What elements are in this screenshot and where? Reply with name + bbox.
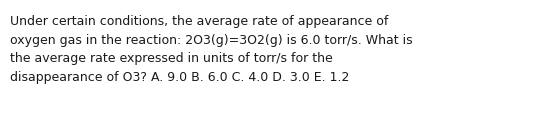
Text: Under certain conditions, the average rate of appearance of
oxygen gas in the re: Under certain conditions, the average ra… [10,15,413,84]
